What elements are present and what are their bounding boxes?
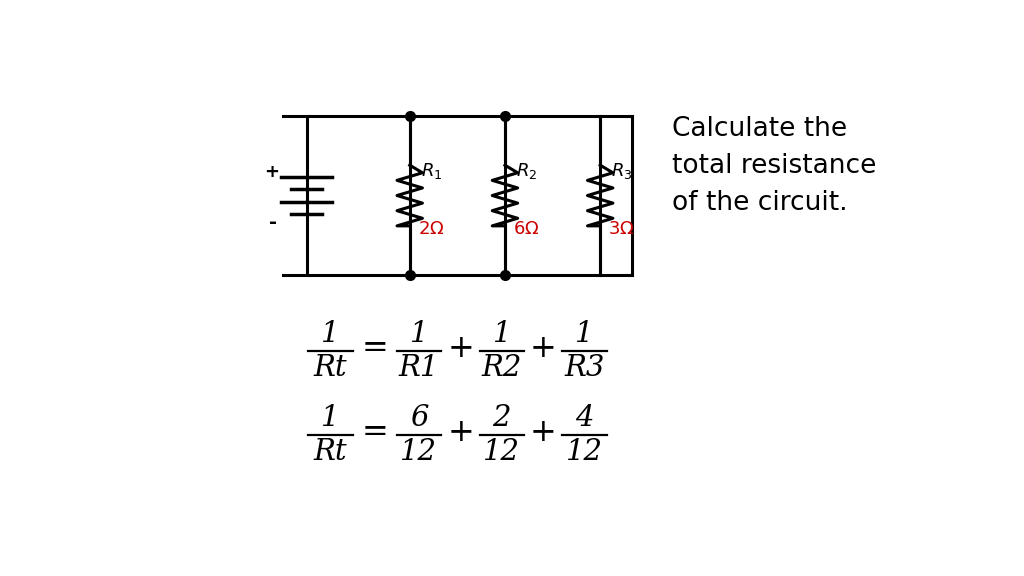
Text: 1: 1 (322, 404, 340, 432)
Text: =: = (361, 333, 388, 364)
Text: R1: R1 (398, 354, 439, 382)
Text: 4: 4 (575, 404, 594, 432)
Text: +: + (447, 333, 474, 364)
Text: +: + (264, 162, 280, 180)
Text: 6: 6 (410, 404, 428, 432)
Text: $6\Omega$: $6\Omega$ (513, 220, 540, 238)
Text: R2: R2 (481, 354, 522, 382)
Text: Calculate the
total resistance
of the circuit.: Calculate the total resistance of the ci… (672, 116, 876, 215)
Text: 12: 12 (483, 438, 520, 466)
Text: 1: 1 (322, 320, 340, 348)
Text: Rt: Rt (313, 438, 347, 466)
Text: +: + (447, 417, 474, 448)
Text: $3\Omega$: $3\Omega$ (608, 220, 635, 238)
Text: 2: 2 (493, 404, 511, 432)
Text: 12: 12 (400, 438, 437, 466)
Text: $R_1$: $R_1$ (421, 161, 442, 181)
Text: 1: 1 (493, 320, 511, 348)
Text: +: + (530, 333, 557, 364)
Text: +: + (530, 417, 557, 448)
Text: Rt: Rt (313, 354, 347, 382)
Text: =: = (361, 417, 388, 448)
Text: $2\Omega$: $2\Omega$ (418, 220, 444, 238)
Text: R3: R3 (564, 354, 605, 382)
Text: 1: 1 (575, 320, 594, 348)
Text: 1: 1 (410, 320, 428, 348)
Text: $R_3$: $R_3$ (611, 161, 633, 181)
Text: $R_2$: $R_2$ (516, 161, 538, 181)
Text: -: - (269, 213, 278, 232)
Text: 12: 12 (566, 438, 603, 466)
